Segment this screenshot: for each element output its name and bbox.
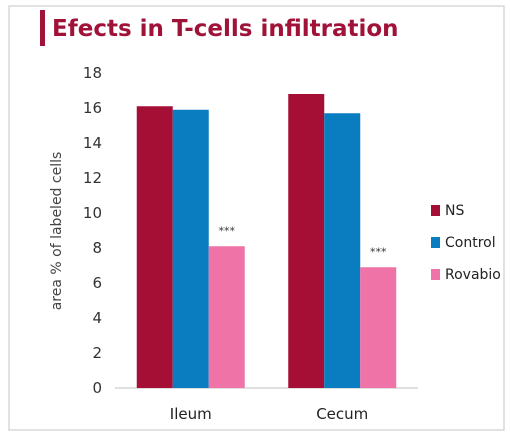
y-tick-label-14: 14	[83, 134, 102, 152]
legend-label-ns: NS	[445, 203, 464, 219]
x-axis-category-labels: Ileum Cecum	[170, 405, 369, 423]
legend-label-control: Control	[445, 235, 496, 251]
legend-label-rovabio: Rovabio	[445, 267, 501, 283]
bar-rovabio-cecum	[360, 267, 397, 388]
bar-control-ileum	[172, 109, 209, 388]
x-category-label-cecum: Cecum	[316, 405, 368, 423]
y-axis-title: area % of labeled cells	[49, 152, 65, 311]
y-tick-label-8: 8	[92, 239, 102, 257]
chart-legend: NS Control Rovabio	[431, 203, 501, 283]
legend-swatch-rovabio	[431, 269, 440, 280]
y-tick-label-12: 12	[83, 169, 102, 187]
significance-marker-ileum: ***	[219, 224, 236, 237]
bar-ns-ileum	[136, 106, 173, 388]
y-tick-label-0: 0	[92, 379, 102, 397]
card-border	[8, 5, 505, 431]
y-tick-label-6: 6	[92, 274, 102, 292]
significance-marker-cecum: ***	[370, 245, 387, 258]
bar-series-group	[136, 94, 397, 388]
chart-title: Efects in T-cells infiltration	[52, 16, 399, 42]
x-category-label-ileum: Ileum	[170, 405, 212, 423]
legend-swatch-ns	[431, 205, 440, 216]
significance-annotations: *** ***	[219, 224, 388, 258]
bar-control-cecum	[324, 113, 361, 388]
y-tick-label-2: 2	[92, 344, 102, 362]
y-tick-label-18: 18	[83, 64, 102, 82]
y-tick-label-16: 16	[83, 99, 102, 117]
legend-swatch-control	[431, 237, 440, 248]
y-axis-ticks: 0 2 4 6 8 10 12 14 16 18	[83, 64, 102, 397]
bar-ns-cecum	[288, 94, 325, 388]
y-tick-label-4: 4	[92, 309, 102, 327]
title-accent-bar	[40, 10, 45, 46]
y-tick-label-10: 10	[83, 204, 102, 222]
bar-rovabio-ileum	[208, 246, 245, 388]
